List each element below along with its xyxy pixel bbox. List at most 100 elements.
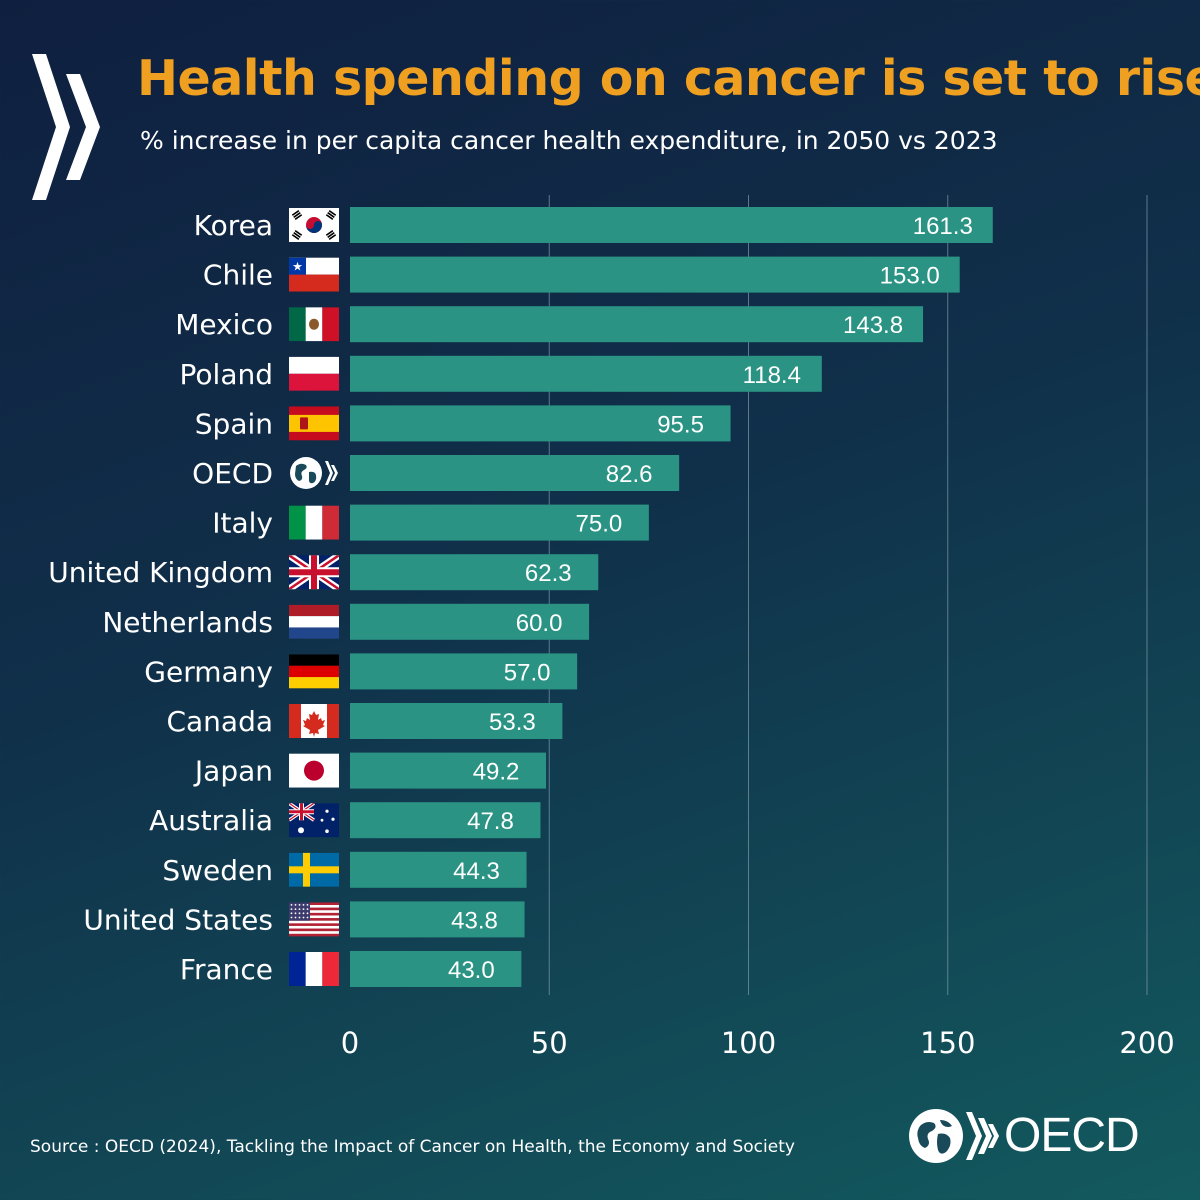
chevron-mark-icon [966,1112,999,1160]
flag-trigram [327,232,335,238]
flag-band [289,373,339,391]
flag-band [327,704,339,738]
canada-flag-icon [289,704,339,738]
flag-trigram [291,210,300,216]
flag-star: ★ [292,260,303,274]
flag-band [289,274,339,292]
flag-band [289,627,339,639]
flag-star [290,908,293,910]
flag-star [298,904,301,906]
flag-star [294,904,297,906]
x-tick-label: 100 [721,1026,776,1060]
flag-star [302,908,305,910]
flag-star [298,827,304,834]
source-note: Source : OECD (2024), Tackling the Impac… [30,1137,795,1157]
flag-stripe [289,905,339,908]
flag-trigram [294,214,303,220]
flag-star [306,916,309,919]
flag-disc [304,760,324,781]
flag-star [290,912,293,915]
bar-value-label: 43.8 [451,907,498,934]
bar-value-label: 44.3 [453,858,500,885]
flag-band [289,356,339,374]
netherlands-flag-icon [289,604,339,639]
flag-trigram [325,214,334,220]
spain-flag-icon [289,406,339,441]
bar [350,504,649,541]
flag-cross-red [289,555,339,590]
category-label: Spain [195,407,273,440]
flag-stripe [289,933,339,937]
bar-value-label: 60.0 [516,610,563,637]
globe-disc [290,457,322,489]
category-label: Germany [144,655,273,688]
bar [350,603,590,640]
sweden-flag-icon [289,852,339,887]
x-tick-label: 150 [920,1026,975,1060]
flag-maple-leaf [303,711,325,737]
flag-stripe [289,910,339,914]
flag-emblem [309,318,319,330]
bar [350,752,547,789]
usa-flag-icon [289,902,339,937]
category-label: Mexico [175,308,273,341]
flag-canton [289,902,310,921]
category-label: Netherlands [102,606,273,639]
flag-band [289,704,301,738]
category-label: OECD [192,457,273,490]
bar [350,554,599,591]
category-label: France [180,953,273,986]
poland-flag-icon [289,356,339,391]
flag-star [306,908,309,910]
globe-land [295,463,307,481]
globe-icon [909,1109,963,1163]
flag-trigram [293,212,301,218]
flag-star [302,912,305,915]
flag-star [298,912,301,915]
flag-star [298,916,301,919]
flag-star [325,809,329,813]
flag-band [289,505,306,540]
france-flag-icon [289,952,339,986]
germany-flag-icon [289,654,339,689]
flag-star [294,916,297,919]
flag-star [302,916,305,919]
flag-stripe [289,902,339,906]
bar-value-label: 161.3 [913,213,973,240]
x-tick-label: 200 [1119,1026,1174,1060]
flag-band [289,654,339,666]
korea-flag-icon [289,208,339,242]
bar [350,653,578,690]
bar [350,256,960,293]
flag-band [322,307,339,342]
flag-band [289,604,339,617]
category-label: United States [83,903,273,936]
bar-value-label: 53.3 [489,709,536,736]
flag-star [320,818,324,822]
flag-cross-red [289,803,314,821]
italy-flag-icon [289,505,339,540]
flag-star [325,829,329,833]
bar-value-label: 153.0 [880,263,940,290]
flag-star [302,904,305,906]
oecd-brand-logo: OECD [902,1100,1162,1170]
mexico-flag-icon [289,307,339,342]
bar [350,703,563,739]
oecd-globe-icon [290,457,338,489]
bar-value-label: 75.0 [576,511,623,538]
flag-band [305,505,323,540]
x-tick-label: 0 [341,1026,359,1060]
flag-star [294,908,297,910]
category-label: Canada [166,705,273,738]
bar-value-label: 95.5 [657,411,704,438]
flag-band [322,505,339,540]
bar [350,951,522,987]
flag-band [289,414,339,432]
flag-stripe [289,912,339,916]
bar [350,851,527,888]
bar [350,306,924,343]
bar-value-label: 62.3 [525,560,572,587]
flag-band [289,677,339,689]
flag-stripe [289,925,339,929]
flag-band [289,952,306,986]
